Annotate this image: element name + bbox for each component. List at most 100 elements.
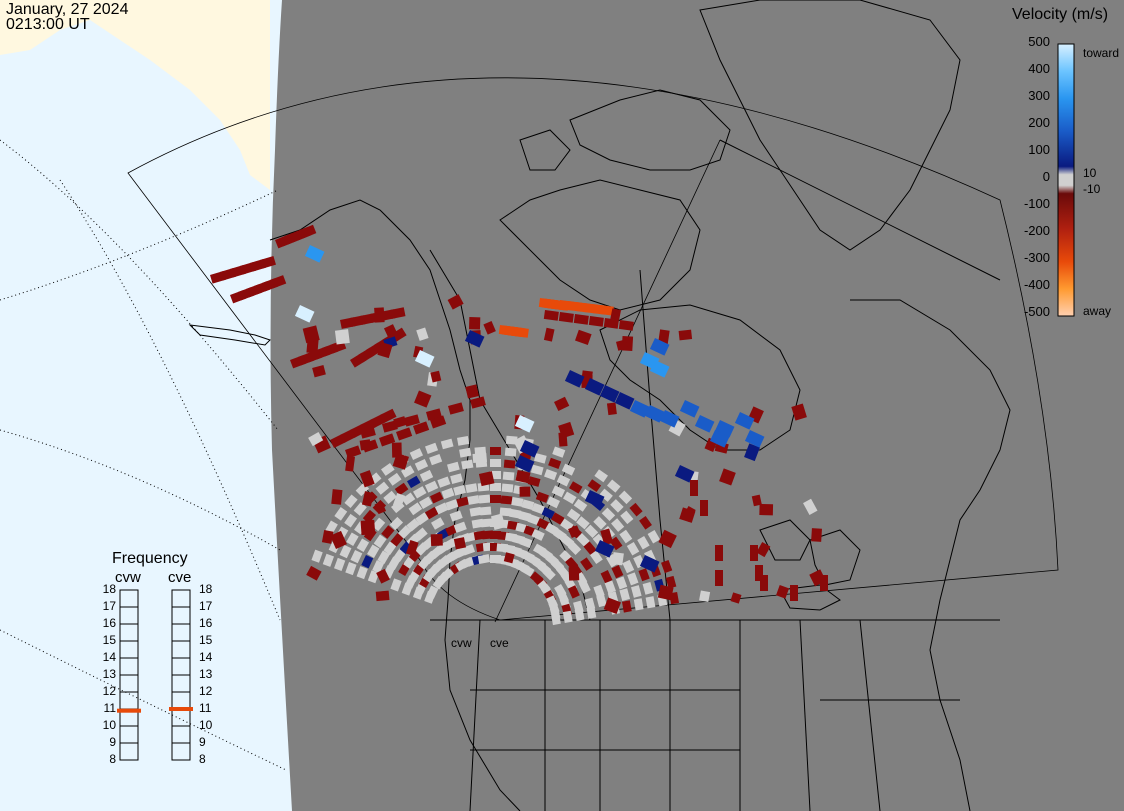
velocity-tick-label: 100	[1028, 142, 1050, 157]
velocity-cell	[414, 527, 428, 541]
velocity-cell	[409, 448, 424, 461]
velocity-cell	[601, 507, 616, 522]
velocity-cell	[541, 507, 555, 520]
velocity-cell	[306, 565, 322, 581]
velocity-cell	[375, 481, 390, 495]
freq-tick-right: 11	[199, 701, 212, 715]
velocity-cell	[414, 459, 429, 471]
velocity-cell	[401, 492, 416, 506]
velocity-cell	[638, 568, 650, 582]
freq-tick-left: 11	[103, 701, 116, 715]
velocity-cell	[609, 536, 623, 551]
velocity-cell	[477, 554, 491, 564]
velocity-cell	[501, 483, 514, 493]
velocity-cell	[387, 472, 402, 486]
velocity-tick-label: 400	[1028, 61, 1050, 76]
velocity-cell	[382, 420, 398, 433]
velocity-cell	[330, 530, 347, 549]
velocity-cell	[690, 480, 698, 496]
velocity-cell	[637, 536, 650, 550]
velocity-cell	[657, 584, 674, 601]
velocity-cell	[406, 518, 421, 532]
velocity-cell	[542, 567, 556, 581]
frequency-marker-cvw	[117, 708, 141, 713]
velocity-cell	[615, 339, 629, 351]
velocity-cell	[564, 370, 585, 388]
velocity-cell	[584, 524, 599, 539]
velocity-cell	[440, 567, 454, 582]
velocity-cell	[412, 486, 427, 499]
velocity-cell	[744, 430, 765, 448]
velocity-cell	[639, 555, 660, 573]
velocity-cell	[576, 516, 590, 530]
velocity-cell	[594, 540, 615, 558]
velocity-cell	[629, 502, 643, 517]
velocity-cell	[658, 529, 677, 549]
velocity-cell	[744, 443, 760, 462]
velocity-cell	[311, 549, 323, 563]
freq-tick-right: 16	[199, 616, 213, 630]
velocity-cell	[353, 502, 367, 516]
velocity-cell	[356, 538, 370, 552]
velocity-cell	[430, 533, 443, 546]
velocity-cell	[627, 572, 639, 586]
velocity-cell	[694, 415, 715, 433]
velocity-cell	[321, 530, 334, 544]
velocity-cell	[661, 560, 673, 574]
velocity-cell	[633, 598, 644, 611]
velocity-cell	[453, 537, 467, 550]
velocity-cell	[548, 457, 562, 470]
velocity-cell	[642, 582, 654, 595]
freq-tick-right: 13	[199, 667, 213, 681]
velocity-cell	[490, 543, 501, 551]
velocity-cell	[383, 324, 399, 340]
velocity-cell	[346, 532, 359, 547]
velocity-cell	[304, 245, 325, 263]
velocity-cell	[483, 321, 496, 335]
velocity-cell	[599, 488, 613, 502]
velocity-cell	[405, 539, 419, 557]
velocity-cell	[441, 487, 455, 500]
away-label: away	[1083, 304, 1112, 318]
velocity-cell	[573, 314, 589, 325]
velocity-cell	[350, 549, 363, 564]
velocity-cell	[820, 575, 828, 591]
velocity-cell	[415, 512, 430, 526]
velocity-cell	[599, 385, 620, 403]
velocity-cell	[400, 465, 415, 478]
freq-tick-left: 14	[102, 650, 116, 664]
velocity-cell	[416, 327, 429, 341]
velocity-cell	[791, 403, 807, 421]
velocity-cell	[490, 483, 501, 491]
velocity-cell	[469, 506, 482, 517]
velocity-cell	[584, 489, 605, 508]
velocity-cell	[618, 319, 634, 331]
velocity-cell	[509, 508, 522, 519]
velocity-cell	[719, 468, 736, 486]
velocity-cell	[389, 516, 404, 531]
velocity-cell	[610, 499, 624, 513]
velocity-cell	[751, 494, 762, 507]
velocity-cell	[535, 491, 549, 503]
velocity-cell	[490, 555, 501, 563]
velocity-cell	[531, 502, 545, 515]
velocity-cell	[359, 470, 375, 488]
night-shade	[270, 0, 1124, 811]
inner-label-negative: -10	[1083, 182, 1101, 196]
velocity-cell	[603, 318, 619, 329]
velocity-cell	[699, 590, 711, 603]
velocity-cell	[790, 585, 798, 601]
velocity-cell	[300, 224, 317, 239]
velocity-cell	[418, 496, 433, 509]
velocity-cell	[392, 493, 406, 508]
freq-tick-right: 17	[199, 599, 213, 613]
freq-tick-right: 8	[199, 752, 206, 766]
freq-tick-right: 9	[199, 735, 206, 749]
velocity-cell	[553, 300, 569, 311]
velocity-cell	[615, 576, 628, 590]
velocity-cell	[639, 516, 652, 530]
velocity-cell	[344, 494, 358, 509]
velocity-cell	[377, 342, 393, 359]
freq-tick-right: 10	[199, 718, 213, 732]
velocity-cell	[558, 432, 568, 447]
